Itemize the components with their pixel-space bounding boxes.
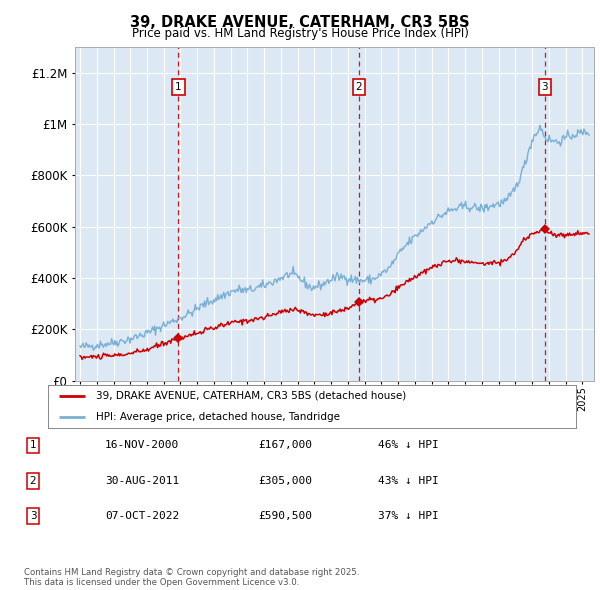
Text: £590,500: £590,500 xyxy=(258,512,312,521)
Text: 30-AUG-2011: 30-AUG-2011 xyxy=(105,476,179,486)
Text: £167,000: £167,000 xyxy=(258,441,312,450)
Text: 1: 1 xyxy=(29,441,37,450)
Text: 07-OCT-2022: 07-OCT-2022 xyxy=(105,512,179,521)
Text: Price paid vs. HM Land Registry's House Price Index (HPI): Price paid vs. HM Land Registry's House … xyxy=(131,27,469,40)
Text: 46% ↓ HPI: 46% ↓ HPI xyxy=(378,441,439,450)
Text: Contains HM Land Registry data © Crown copyright and database right 2025.
This d: Contains HM Land Registry data © Crown c… xyxy=(24,568,359,587)
Text: 2: 2 xyxy=(29,476,37,486)
Text: 3: 3 xyxy=(29,512,37,521)
Text: 1: 1 xyxy=(175,82,182,92)
Text: 39, DRAKE AVENUE, CATERHAM, CR3 5BS: 39, DRAKE AVENUE, CATERHAM, CR3 5BS xyxy=(130,15,470,30)
Text: 3: 3 xyxy=(542,82,548,92)
Text: 43% ↓ HPI: 43% ↓ HPI xyxy=(378,476,439,486)
Text: HPI: Average price, detached house, Tandridge: HPI: Average price, detached house, Tand… xyxy=(95,412,340,422)
Text: 39, DRAKE AVENUE, CATERHAM, CR3 5BS (detached house): 39, DRAKE AVENUE, CATERHAM, CR3 5BS (det… xyxy=(95,391,406,401)
Text: 37% ↓ HPI: 37% ↓ HPI xyxy=(378,512,439,521)
Text: 16-NOV-2000: 16-NOV-2000 xyxy=(105,441,179,450)
Text: £305,000: £305,000 xyxy=(258,476,312,486)
Text: 2: 2 xyxy=(356,82,362,92)
